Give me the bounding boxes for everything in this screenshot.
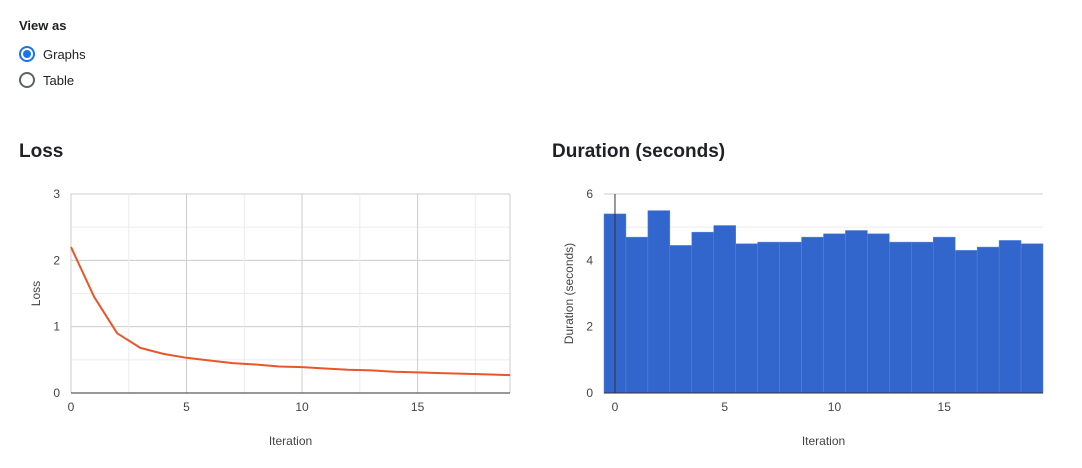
duration-bar — [801, 236, 824, 394]
loss-y-tick-label: 1 — [53, 320, 60, 334]
duration-bar — [823, 233, 846, 394]
radio-label-table: Table — [43, 72, 75, 88]
duration-y-tick-label: 6 — [586, 187, 593, 201]
loss-chart-title: Loss — [19, 141, 64, 162]
duration-bar — [911, 241, 934, 394]
duration-bar — [845, 230, 868, 394]
duration-bar — [691, 231, 714, 394]
duration-x-tick-label: 10 — [828, 400, 842, 414]
loss-chart: 0 1 2 3 0 5 10 15 Iteration Loss — [29, 187, 511, 448]
duration-y-tick-label: 2 — [586, 320, 593, 334]
duration-x-axis-title: Iteration — [802, 434, 845, 448]
duration-bar — [735, 243, 758, 394]
duration-y-axis-title: Duration (seconds) — [562, 243, 576, 344]
radio-option-table[interactable]: Table — [19, 67, 86, 93]
loss-x-tick-label: 0 — [68, 400, 75, 414]
radio-option-graphs[interactable]: Graphs — [19, 41, 86, 67]
duration-bar — [867, 233, 890, 394]
duration-bar — [757, 241, 780, 394]
duration-chart-title: Duration (seconds) — [552, 141, 726, 162]
duration-bar — [889, 241, 912, 394]
loss-x-tick-label: 10 — [295, 400, 309, 414]
duration-y-tick-label: 0 — [586, 386, 593, 400]
duration-x-tick-label: 5 — [721, 400, 728, 414]
duration-bar — [669, 245, 693, 394]
duration-bar — [713, 225, 736, 394]
loss-y-tick-label: 0 — [53, 386, 60, 400]
loss-y-tick-label: 2 — [53, 253, 60, 267]
duration-bar — [779, 241, 802, 394]
duration-x-tick-label: 0 — [612, 400, 619, 414]
loss-x-tick-label: 15 — [411, 400, 425, 414]
view-as-title: View as — [19, 18, 67, 33]
duration-bar — [976, 246, 1000, 394]
loss-x-axis-title: Iteration — [269, 434, 312, 448]
radio-button-table[interactable] — [19, 72, 35, 88]
loss-x-tick-label: 5 — [183, 400, 190, 414]
duration-bar — [954, 250, 978, 394]
duration-x-tick-label: 15 — [938, 400, 952, 414]
duration-bar — [1020, 243, 1044, 394]
loss-y-tick-label: 3 — [53, 187, 60, 201]
duration-y-tick-label: 4 — [586, 253, 593, 267]
loss-series-line — [70, 246, 511, 377]
radio-button-graphs[interactable] — [19, 46, 35, 62]
loss-y-axis-title: Loss — [29, 281, 43, 306]
duration-bar — [998, 240, 1022, 394]
duration-bar — [647, 210, 671, 394]
duration-bar — [625, 236, 649, 394]
duration-bar — [933, 236, 956, 394]
view-as-panel: View as Graphs Table — [19, 18, 86, 93]
radio-label-graphs: Graphs — [43, 46, 86, 62]
